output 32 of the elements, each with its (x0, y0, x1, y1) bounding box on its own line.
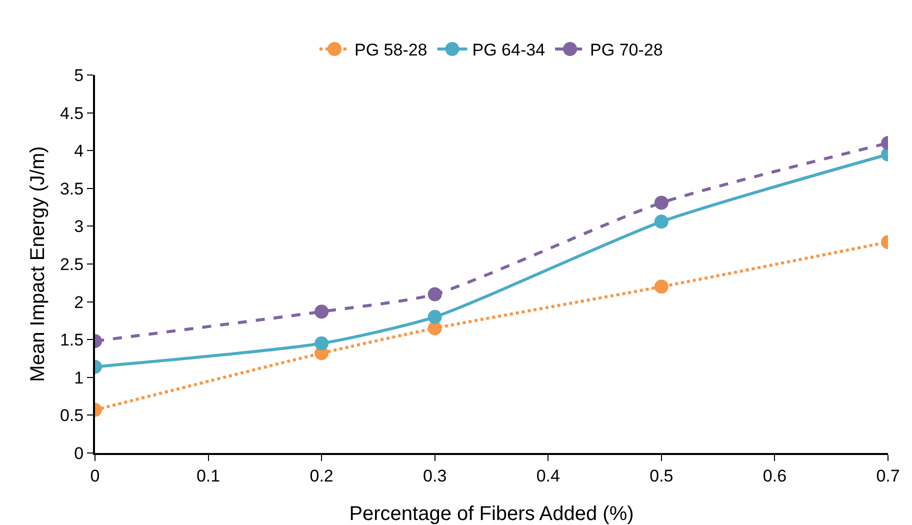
y-tick-label: 1.5 (60, 330, 84, 350)
y-tick-label: 2 (74, 292, 84, 312)
point (314, 304, 329, 319)
x-axis-title: Percentage of Fibers Added (%) (349, 503, 634, 525)
point (428, 321, 442, 336)
point (428, 310, 442, 324)
point (654, 196, 668, 210)
point (314, 336, 329, 350)
x-tick-label: 0 (90, 466, 100, 486)
point (428, 287, 442, 302)
y-tick-label: 2.5 (60, 254, 84, 274)
y-tick-label: 3.5 (60, 179, 84, 198)
y-tick-label: 4 (74, 142, 84, 161)
x-tick-label: 0.2 (310, 466, 334, 486)
x-tick-label: 0.3 (423, 466, 447, 486)
y-tick-label: 1 (74, 368, 84, 388)
x-tick-label: 0.1 (196, 466, 220, 486)
y-tick-label: 0 (74, 444, 84, 463)
x-tick-label: 0.4 (536, 466, 560, 486)
x-tick-label: 0.7 (876, 466, 900, 486)
x-tick-label: 0.5 (650, 466, 674, 486)
y-axis-title: Mean Impact Energy (J/m) (27, 146, 49, 382)
y-tick-label: 5 (74, 66, 84, 85)
legend-label: PG 58-28 (354, 40, 428, 60)
x-tick-label: 0.6 (762, 466, 787, 486)
y-tick-label: 3 (74, 217, 84, 236)
legend-label: PG 64-34 (472, 40, 546, 60)
point (654, 214, 668, 229)
legend-label: PG 70-28 (590, 40, 663, 60)
y-tick-label: 0.5 (60, 406, 84, 426)
y-tick-label: 4.5 (60, 104, 84, 123)
point (654, 280, 668, 294)
